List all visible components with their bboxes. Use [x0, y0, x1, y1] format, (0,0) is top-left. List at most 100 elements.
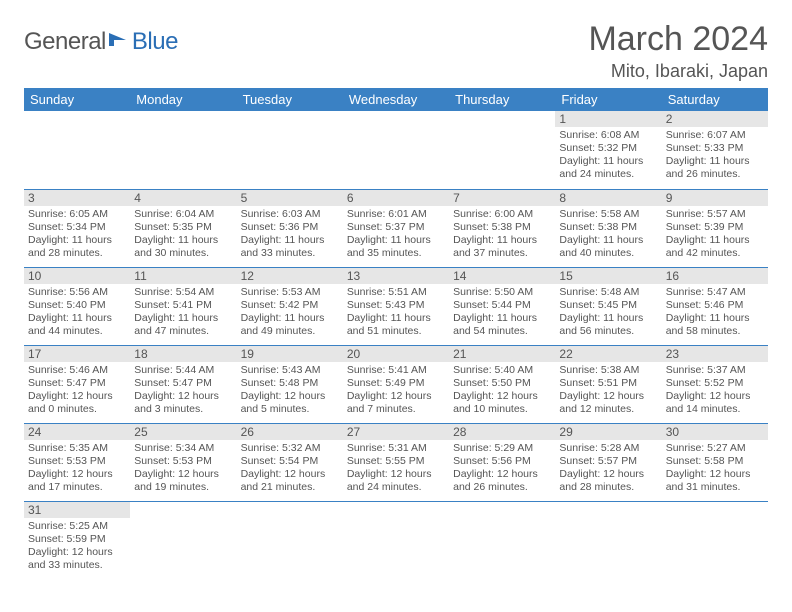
day-number: 3 — [24, 190, 130, 206]
day-number: 22 — [555, 346, 661, 362]
day-details: Sunrise: 5:29 AMSunset: 5:56 PMDaylight:… — [449, 440, 555, 499]
calendar-cell: 24Sunrise: 5:35 AMSunset: 5:53 PMDayligh… — [24, 423, 130, 501]
day-details: Sunrise: 5:34 AMSunset: 5:53 PMDaylight:… — [130, 440, 236, 499]
day-number: 8 — [555, 190, 661, 206]
calendar-week-row: 24Sunrise: 5:35 AMSunset: 5:53 PMDayligh… — [24, 423, 768, 501]
logo: General Blue — [24, 28, 178, 56]
day-details: Sunrise: 5:31 AMSunset: 5:55 PMDaylight:… — [343, 440, 449, 499]
day-details: Sunrise: 6:07 AMSunset: 5:33 PMDaylight:… — [662, 127, 768, 186]
day-number: 12 — [237, 268, 343, 284]
day-details: Sunrise: 5:53 AMSunset: 5:42 PMDaylight:… — [237, 284, 343, 343]
day-details: Sunrise: 5:35 AMSunset: 5:53 PMDaylight:… — [24, 440, 130, 499]
calendar-cell — [24, 111, 130, 189]
calendar-cell: 27Sunrise: 5:31 AMSunset: 5:55 PMDayligh… — [343, 423, 449, 501]
day-number: 18 — [130, 346, 236, 362]
calendar-cell: 15Sunrise: 5:48 AMSunset: 5:45 PMDayligh… — [555, 267, 661, 345]
day-number: 27 — [343, 424, 449, 440]
calendar-cell: 7Sunrise: 6:00 AMSunset: 5:38 PMDaylight… — [449, 189, 555, 267]
weekday-header: Friday — [555, 88, 661, 111]
weekday-header: Saturday — [662, 88, 768, 111]
day-number: 2 — [662, 111, 768, 127]
day-number: 29 — [555, 424, 661, 440]
calendar-cell: 13Sunrise: 5:51 AMSunset: 5:43 PMDayligh… — [343, 267, 449, 345]
day-number: 1 — [555, 111, 661, 127]
day-number: 7 — [449, 190, 555, 206]
calendar-cell — [662, 501, 768, 579]
calendar-cell — [449, 111, 555, 189]
day-details: Sunrise: 6:05 AMSunset: 5:34 PMDaylight:… — [24, 206, 130, 265]
calendar-cell: 22Sunrise: 5:38 AMSunset: 5:51 PMDayligh… — [555, 345, 661, 423]
day-number: 5 — [237, 190, 343, 206]
calendar-cell — [130, 111, 236, 189]
day-details: Sunrise: 5:47 AMSunset: 5:46 PMDaylight:… — [662, 284, 768, 343]
day-number: 11 — [130, 268, 236, 284]
day-number: 25 — [130, 424, 236, 440]
day-details: Sunrise: 5:56 AMSunset: 5:40 PMDaylight:… — [24, 284, 130, 343]
logo-text-blue: Blue — [132, 28, 178, 56]
calendar-cell: 21Sunrise: 5:40 AMSunset: 5:50 PMDayligh… — [449, 345, 555, 423]
weekday-header: Thursday — [449, 88, 555, 111]
calendar-cell: 28Sunrise: 5:29 AMSunset: 5:56 PMDayligh… — [449, 423, 555, 501]
calendar-cell: 9Sunrise: 5:57 AMSunset: 5:39 PMDaylight… — [662, 189, 768, 267]
calendar-cell: 16Sunrise: 5:47 AMSunset: 5:46 PMDayligh… — [662, 267, 768, 345]
calendar-cell: 23Sunrise: 5:37 AMSunset: 5:52 PMDayligh… — [662, 345, 768, 423]
day-number: 31 — [24, 502, 130, 518]
calendar-cell — [237, 501, 343, 579]
calendar-cell: 25Sunrise: 5:34 AMSunset: 5:53 PMDayligh… — [130, 423, 236, 501]
day-number: 9 — [662, 190, 768, 206]
month-title: March 2024 — [588, 20, 768, 59]
day-details: Sunrise: 5:58 AMSunset: 5:38 PMDaylight:… — [555, 206, 661, 265]
day-number: 19 — [237, 346, 343, 362]
day-number: 21 — [449, 346, 555, 362]
day-number: 14 — [449, 268, 555, 284]
title-block: March 2024 Mito, Ibaraki, Japan — [588, 20, 768, 82]
calendar-cell — [343, 501, 449, 579]
calendar-week-row: 17Sunrise: 5:46 AMSunset: 5:47 PMDayligh… — [24, 345, 768, 423]
calendar-cell: 31Sunrise: 5:25 AMSunset: 5:59 PMDayligh… — [24, 501, 130, 579]
calendar-cell — [555, 501, 661, 579]
day-details: Sunrise: 5:46 AMSunset: 5:47 PMDaylight:… — [24, 362, 130, 421]
calendar-week-row: 10Sunrise: 5:56 AMSunset: 5:40 PMDayligh… — [24, 267, 768, 345]
day-details: Sunrise: 5:50 AMSunset: 5:44 PMDaylight:… — [449, 284, 555, 343]
day-details: Sunrise: 5:44 AMSunset: 5:47 PMDaylight:… — [130, 362, 236, 421]
day-number: 10 — [24, 268, 130, 284]
day-details: Sunrise: 5:48 AMSunset: 5:45 PMDaylight:… — [555, 284, 661, 343]
day-number: 26 — [237, 424, 343, 440]
day-number: 16 — [662, 268, 768, 284]
day-details: Sunrise: 5:28 AMSunset: 5:57 PMDaylight:… — [555, 440, 661, 499]
calendar-cell — [130, 501, 236, 579]
day-number: 30 — [662, 424, 768, 440]
calendar-cell: 17Sunrise: 5:46 AMSunset: 5:47 PMDayligh… — [24, 345, 130, 423]
calendar-cell: 6Sunrise: 6:01 AMSunset: 5:37 PMDaylight… — [343, 189, 449, 267]
calendar-week-row: 3Sunrise: 6:05 AMSunset: 5:34 PMDaylight… — [24, 189, 768, 267]
day-details: Sunrise: 5:54 AMSunset: 5:41 PMDaylight:… — [130, 284, 236, 343]
logo-text-general: General — [24, 28, 106, 56]
calendar-table: SundayMondayTuesdayWednesdayThursdayFrid… — [24, 88, 768, 579]
calendar-cell: 5Sunrise: 6:03 AMSunset: 5:36 PMDaylight… — [237, 189, 343, 267]
weekday-header: Monday — [130, 88, 236, 111]
day-number: 24 — [24, 424, 130, 440]
day-details: Sunrise: 5:37 AMSunset: 5:52 PMDaylight:… — [662, 362, 768, 421]
day-number: 28 — [449, 424, 555, 440]
day-number: 20 — [343, 346, 449, 362]
day-number: 4 — [130, 190, 236, 206]
calendar-body: 1Sunrise: 6:08 AMSunset: 5:32 PMDaylight… — [24, 111, 768, 579]
day-details: Sunrise: 6:01 AMSunset: 5:37 PMDaylight:… — [343, 206, 449, 265]
calendar-week-row: 1Sunrise: 6:08 AMSunset: 5:32 PMDaylight… — [24, 111, 768, 189]
calendar-cell: 26Sunrise: 5:32 AMSunset: 5:54 PMDayligh… — [237, 423, 343, 501]
day-details: Sunrise: 5:38 AMSunset: 5:51 PMDaylight:… — [555, 362, 661, 421]
day-details: Sunrise: 6:08 AMSunset: 5:32 PMDaylight:… — [555, 127, 661, 186]
calendar-cell: 2Sunrise: 6:07 AMSunset: 5:33 PMDaylight… — [662, 111, 768, 189]
calendar-cell — [343, 111, 449, 189]
calendar-week-row: 31Sunrise: 5:25 AMSunset: 5:59 PMDayligh… — [24, 501, 768, 579]
day-number: 6 — [343, 190, 449, 206]
day-details: Sunrise: 5:32 AMSunset: 5:54 PMDaylight:… — [237, 440, 343, 499]
calendar-cell: 1Sunrise: 6:08 AMSunset: 5:32 PMDaylight… — [555, 111, 661, 189]
weekday-header: Wednesday — [343, 88, 449, 111]
day-number: 23 — [662, 346, 768, 362]
calendar-cell: 29Sunrise: 5:28 AMSunset: 5:57 PMDayligh… — [555, 423, 661, 501]
calendar-cell — [237, 111, 343, 189]
day-number: 17 — [24, 346, 130, 362]
day-details: Sunrise: 5:57 AMSunset: 5:39 PMDaylight:… — [662, 206, 768, 265]
day-details: Sunrise: 6:04 AMSunset: 5:35 PMDaylight:… — [130, 206, 236, 265]
